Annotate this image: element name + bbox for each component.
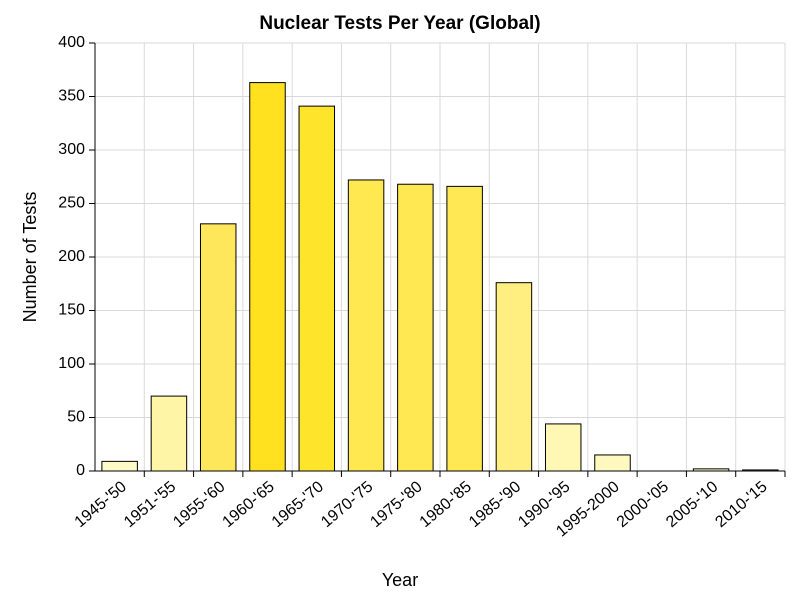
- bar: [347, 179, 385, 472]
- bar: [298, 105, 336, 472]
- x-tick-label: 1965-'70: [269, 478, 327, 531]
- x-tick-label: 1951-'55: [121, 478, 179, 531]
- x-tick-label: 1980-'85: [417, 478, 475, 531]
- bar: [742, 469, 779, 472]
- bar: [594, 454, 631, 472]
- y-tick-label: 0: [76, 462, 85, 479]
- x-tick-label: 1960-'65: [220, 478, 278, 531]
- y-tick-label: 400: [58, 34, 85, 51]
- y-tick-label: 150: [58, 302, 85, 319]
- bar: [544, 423, 582, 472]
- bar: [150, 395, 188, 472]
- chart-title: Nuclear Tests Per Year (Global): [259, 13, 540, 34]
- bar: [249, 82, 286, 472]
- y-tick-label: 200: [58, 248, 85, 265]
- x-axis-label: Year: [382, 570, 418, 590]
- y-tick-label: 250: [58, 195, 85, 212]
- bar: [495, 282, 533, 472]
- x-tick-label: 2010-'15: [712, 478, 770, 531]
- x-tick-label: 1985-'90: [466, 478, 524, 531]
- bar: [397, 183, 434, 472]
- y-tick-label: 50: [67, 409, 85, 426]
- y-tick-label: 100: [58, 355, 85, 372]
- y-tick-label: 350: [58, 88, 85, 105]
- bar: [199, 223, 237, 472]
- x-tick-label: 1970-'75: [318, 478, 376, 531]
- y-axis-label: Number of Tests: [20, 192, 40, 323]
- bar: [692, 468, 730, 472]
- x-tick-label: 2000-'05: [614, 478, 672, 531]
- bar: [101, 460, 138, 472]
- bar: [446, 185, 483, 472]
- x-tick-label: 2005-'10: [663, 478, 721, 531]
- x-tick-label: 1955-'60: [170, 478, 228, 531]
- x-tick-label: 1975-'80: [367, 478, 425, 531]
- x-tick-label: 1945-'50: [72, 478, 130, 531]
- y-tick-label: 300: [58, 141, 85, 158]
